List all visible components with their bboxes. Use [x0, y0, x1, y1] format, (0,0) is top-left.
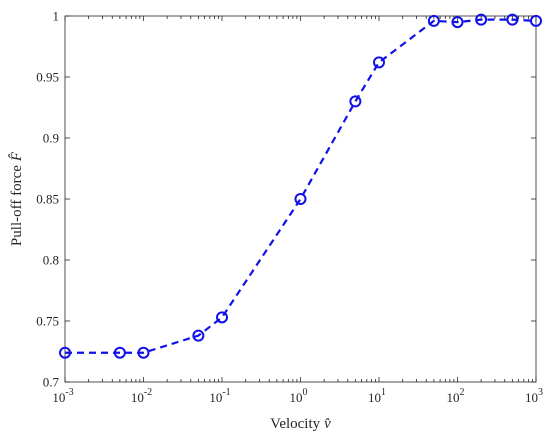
y-tick-label: 0.75: [36, 314, 59, 329]
data-point: [216, 311, 228, 324]
y-axis-title-symbol: F̂: [9, 151, 25, 162]
data-point: [137, 346, 150, 359]
x-tick-label: 103: [525, 387, 543, 405]
x-tick-label-base: 10: [368, 390, 381, 405]
y-tick-label: 0.95: [36, 70, 59, 85]
x-tick-label-exponent: -2: [144, 387, 152, 398]
x-tick-label-base: 10: [447, 390, 460, 405]
y-axis-title-text: Pull-off force: [9, 165, 25, 246]
x-axis-title-symbol: v̂: [324, 416, 331, 432]
x-tick-label: 100: [290, 387, 308, 405]
x-tick-label-exponent: 1: [381, 387, 386, 398]
x-tick-label: 101: [368, 387, 386, 405]
plot-area: [64, 15, 537, 383]
series-group: [59, 13, 542, 359]
data-point: [427, 14, 440, 27]
y-tick-label: 1: [53, 9, 60, 24]
x-tick-label-exponent: 0: [303, 387, 308, 398]
data-point: [294, 193, 307, 205]
y-axis-ticks: 0.7 0.75 0.8 0.85 0.9 0.95 1: [36, 9, 536, 390]
x-axis-ticks: 10-3 10-2 10-1 100 101 102 103: [52, 16, 543, 405]
x-tick-label-base: 10: [209, 390, 222, 405]
data-point: [59, 346, 71, 359]
x-tick-label-base: 10: [290, 390, 303, 405]
data-point: [475, 13, 488, 26]
y-axis-title: Pull-off force F̂: [9, 151, 25, 246]
data-point: [113, 346, 126, 359]
x-tick-label: 10-2: [131, 387, 152, 405]
y-tick-label: 0.9: [43, 131, 59, 146]
y-tick-label: 0.85: [36, 192, 59, 207]
x-tick-label: 10-3: [52, 387, 73, 405]
x-tick-label-exponent: -1: [222, 387, 230, 398]
x-tick-label-exponent: -3: [65, 387, 73, 398]
data-point: [530, 14, 542, 27]
x-tick-label: 102: [447, 387, 465, 405]
y-tick-label: 0.8: [43, 253, 59, 268]
axes-box: [64, 15, 537, 383]
x-tick-label-exponent: 3: [538, 387, 543, 398]
data-point: [506, 13, 519, 26]
y-tick-label: 0.7: [43, 375, 60, 390]
x-tick-label-base: 10: [525, 390, 538, 405]
x-tick-label-exponent: 2: [460, 387, 465, 398]
x-axis-title-text: Velocity: [270, 416, 320, 432]
data-point: [349, 95, 362, 108]
series-line: [65, 18, 537, 354]
x-tick-label-base: 10: [52, 390, 65, 405]
x-axis-title: Velocity v̂: [270, 416, 331, 432]
data-point: [451, 16, 464, 29]
data-point: [373, 56, 385, 69]
x-tick-label: 10-1: [209, 387, 230, 405]
data-point: [192, 329, 205, 342]
x-tick-label-base: 10: [131, 390, 144, 405]
